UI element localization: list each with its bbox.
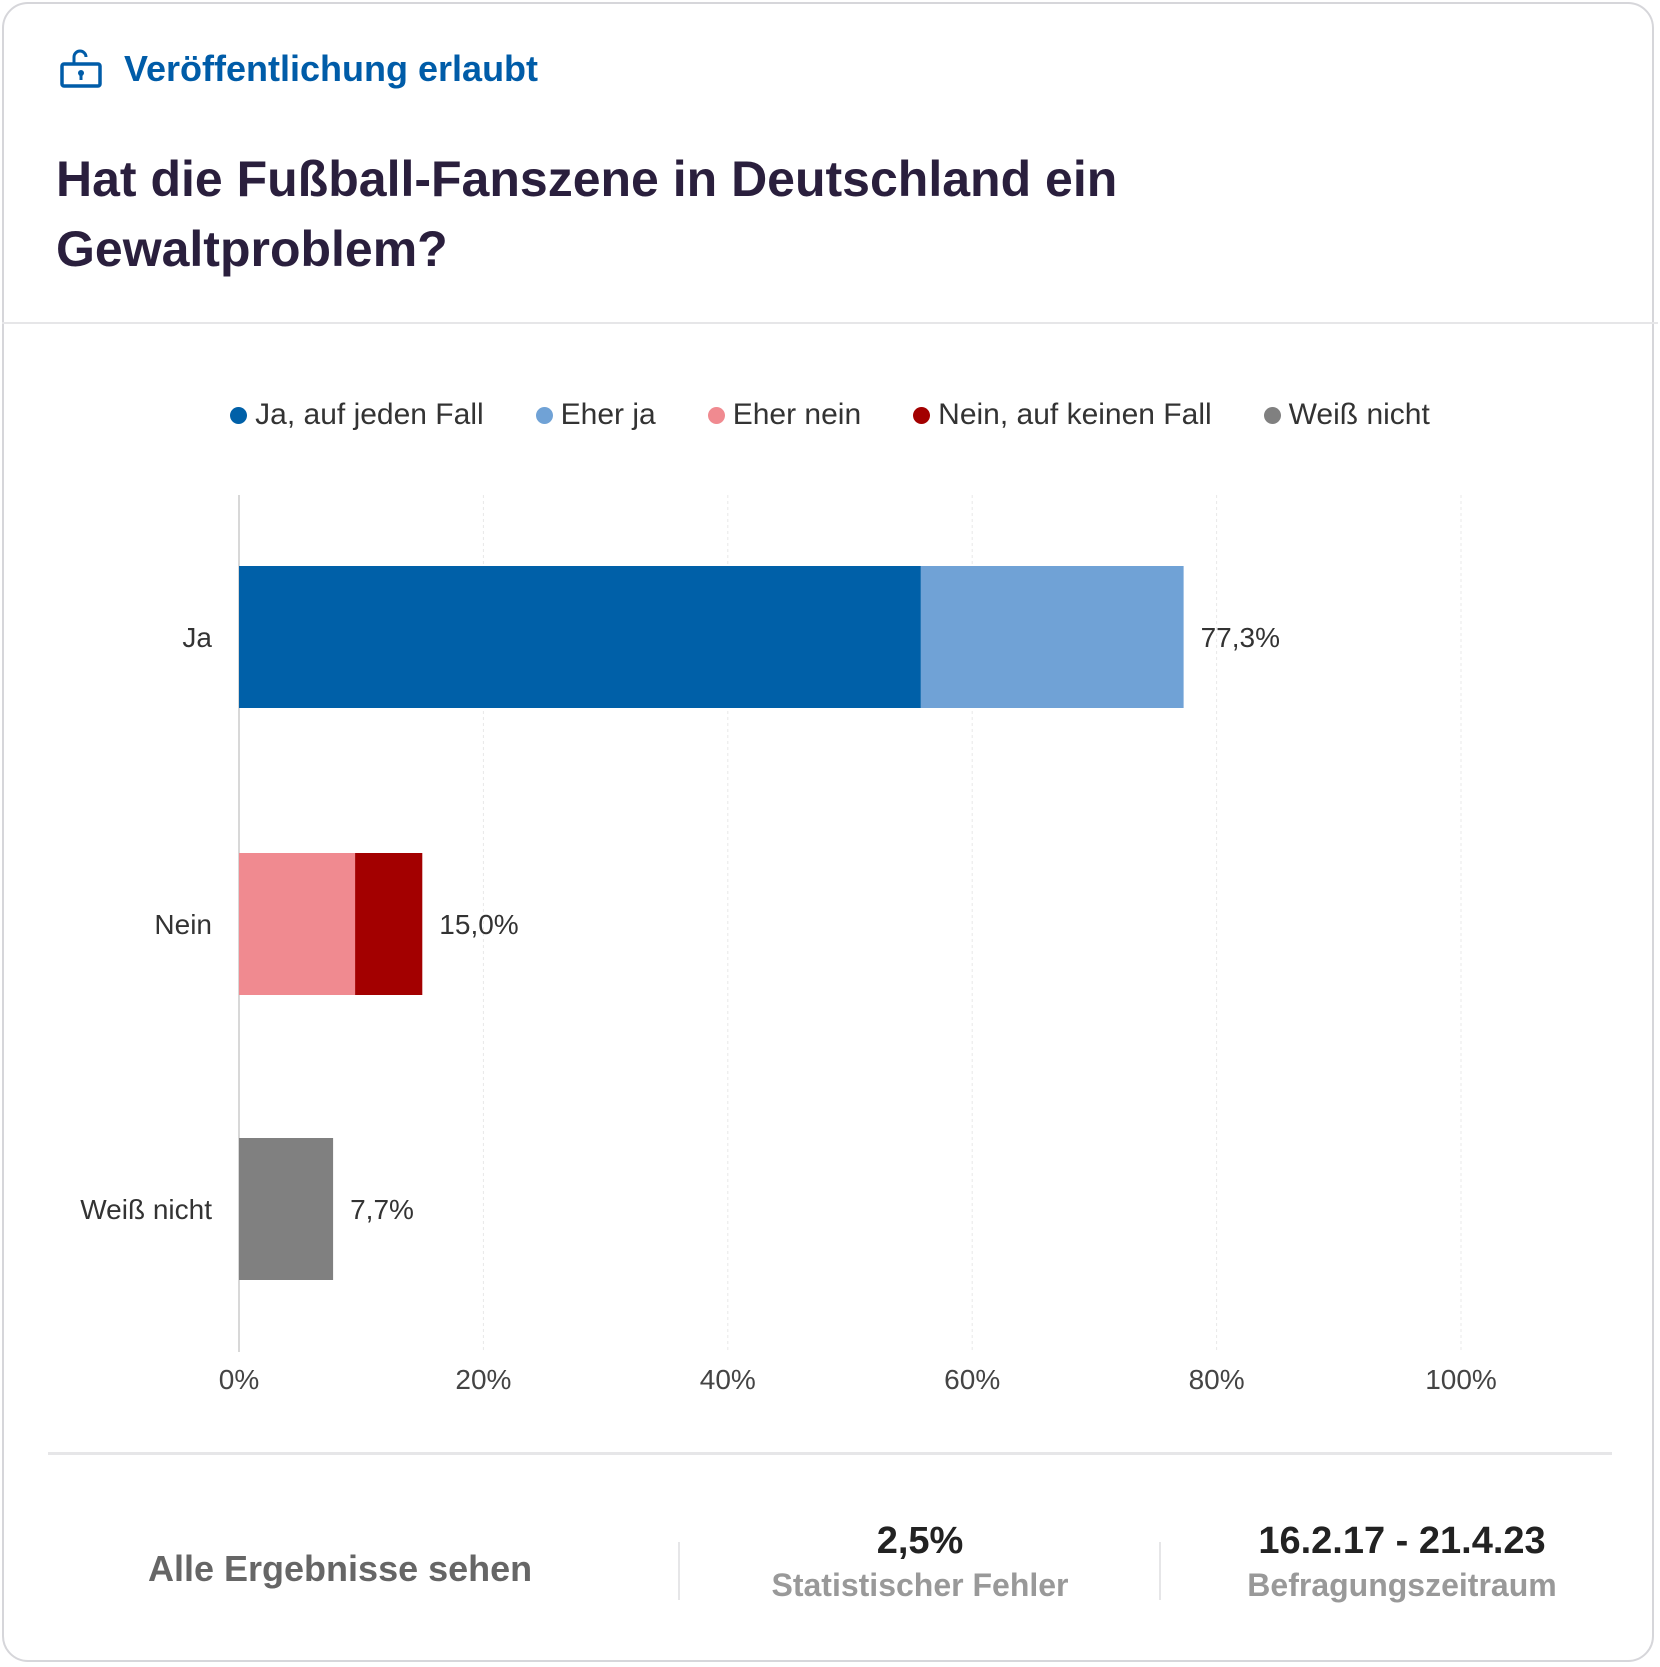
footer-separator: [1159, 1542, 1161, 1600]
x-tick-label: 100%: [1425, 1364, 1497, 1395]
x-tick-label: 40%: [700, 1364, 756, 1395]
header-divider: [2, 322, 1658, 324]
unlock-icon: [60, 49, 102, 88]
legend-marker: [230, 406, 248, 424]
legend-label: Weiß nicht: [1288, 398, 1430, 431]
x-tick-label: 0%: [219, 1364, 259, 1395]
x-tick-label: 20%: [455, 1364, 511, 1395]
footer-divider: [48, 1452, 1612, 1455]
statistical-error: 2,5% Statistischer Fehler: [710, 1520, 1130, 1604]
survey-period: 16.2.17 - 21.4.23 Befragungszeitraum: [1192, 1520, 1612, 1604]
bar-segment: [355, 853, 423, 995]
total-label: 77,3%: [1201, 622, 1280, 653]
x-tick-label: 60%: [944, 1364, 1000, 1395]
category-label: Ja: [182, 622, 212, 653]
legend-label: Eher nein: [732, 398, 862, 431]
legend-label: Eher ja: [560, 398, 656, 431]
error-label: Statistischer Fehler: [771, 1567, 1069, 1603]
legend-marker: [1263, 406, 1281, 424]
error-value: 2,5%: [876, 1520, 964, 1562]
period-value: 16.2.17 - 21.4.23: [1258, 1520, 1546, 1562]
permission-label: Veröffentlichung erlaubt: [124, 48, 539, 89]
legend-label: Nein, auf keinen Fall: [938, 398, 1212, 431]
chart-legend: Ja, auf jeden Fall Eher ja Eher nein Nein, …: [0, 398, 1660, 432]
total-label: 7,7%: [350, 1194, 414, 1225]
legend-label: Ja, auf jeden Fall: [255, 398, 484, 431]
bar-segment: [239, 566, 921, 708]
x-tick-label: 80%: [1189, 1364, 1245, 1395]
legend-item[interactable]: Eher nein: [707, 398, 862, 432]
legend-item[interactable]: Nein, auf keinen Fall: [913, 398, 1212, 432]
period-label: Befragungszeitraum: [1247, 1567, 1557, 1603]
legend-item[interactable]: Eher ja: [535, 398, 656, 432]
category-label: Nein: [154, 909, 212, 940]
footer-separator: [678, 1542, 680, 1600]
legend-marker: [535, 406, 553, 424]
all-results-link[interactable]: Alle Ergebnisse sehen: [148, 1548, 533, 1589]
legend-marker: [913, 406, 931, 424]
publication-permission: Veröffentlichung erlaubt: [60, 48, 538, 90]
bar-segment: [239, 853, 356, 995]
total-label: 15,0%: [439, 909, 518, 940]
bar-segment: [239, 1138, 334, 1280]
legend-item[interactable]: Ja, auf jeden Fall: [230, 398, 484, 432]
bar-chart: 0% 20% 40% 60% 80% 100% Ja 77,3% Nein 15,0% Weiß n…: [80, 495, 1497, 1395]
category-label: Weiß nicht: [80, 1194, 212, 1225]
legend-item[interactable]: Weiß nicht: [1263, 398, 1430, 432]
page-title: Hat die Fußball-Fanszene in Deutschland …: [56, 151, 1118, 277]
legend-marker: [707, 406, 725, 424]
bar-segment: [920, 566, 1184, 708]
